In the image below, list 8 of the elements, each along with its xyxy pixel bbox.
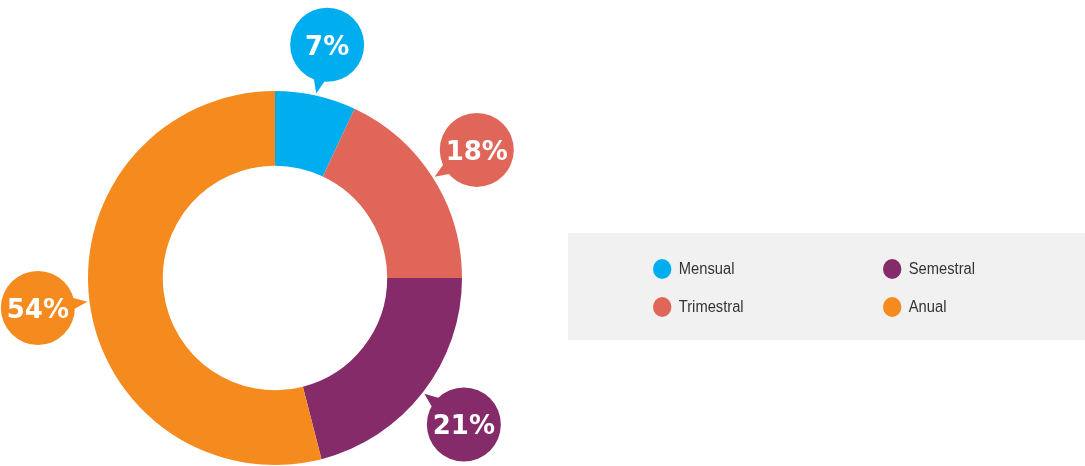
data-label: 7% — [305, 30, 350, 61]
legend-label: Semestral — [908, 260, 976, 278]
data-label: 54% — [6, 293, 69, 324]
data-label: 18% — [445, 135, 508, 166]
legend-label: Mensual — [678, 260, 735, 278]
legend-label: Anual — [908, 298, 947, 316]
legend-label: Trimestral — [678, 298, 744, 316]
data-label: 21% — [432, 410, 495, 441]
